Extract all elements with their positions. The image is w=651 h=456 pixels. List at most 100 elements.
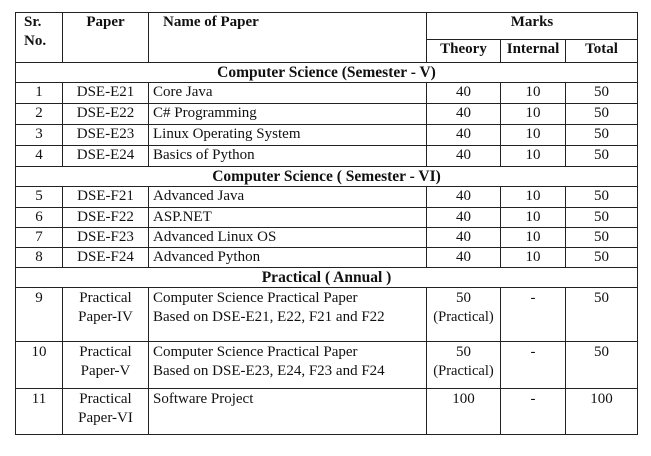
sr-no: 4 <box>15 145 63 167</box>
header-total: Total <box>564 39 639 63</box>
table-row: 10 Practical Paper-V Computer Science Pr… <box>15 341 639 389</box>
paper-code: Practical Paper-V <box>62 341 149 389</box>
paper-code: DSE-E21 <box>62 82 149 104</box>
total-marks: 50 <box>564 207 639 228</box>
total-marks: 50 <box>564 103 639 125</box>
paper-name: Advanced Linux OS <box>148 227 427 248</box>
total-marks: 100 <box>564 388 639 435</box>
sr-no: 9 <box>15 287 63 342</box>
internal-marks: - <box>500 341 566 389</box>
header-theory: Theory <box>426 39 501 63</box>
paper-code: Practical Paper-IV <box>62 287 149 342</box>
theory-marks-note: (Practical) <box>433 363 494 379</box>
sr-no: 10 <box>15 341 63 389</box>
sr-no: 2 <box>15 103 63 125</box>
header-internal: Internal <box>500 39 566 63</box>
header-row-1: Sr. No. Paper Name of Paper Marks <box>15 12 639 63</box>
total-marks: 50 <box>564 247 639 268</box>
paper-name: Basics of Python <box>148 145 427 167</box>
paper-name-line1: Computer Science Practical Paper <box>153 290 358 306</box>
total-marks: 50 <box>564 341 639 389</box>
table-row: 9 Practical Paper-IV Computer Science Pr… <box>15 287 639 342</box>
theory-marks: 40 <box>426 227 501 248</box>
syllabus-table-container: Sr. No. Paper Name of Paper Marks Theory… <box>14 12 639 435</box>
table-row: 8 DSE-F24 Advanced Python 40 10 50 <box>15 247 639 268</box>
internal-marks: - <box>500 388 566 435</box>
total-marks: 50 <box>564 227 639 248</box>
paper-code: Practical Paper-VI <box>62 388 149 435</box>
header-paper: Paper <box>62 12 149 63</box>
internal-marks: 10 <box>500 227 566 248</box>
section-header-row: Computer Science (Semester - V) <box>14 62 639 83</box>
paper-code-line1: Practical <box>79 290 132 306</box>
paper-code-line2: Paper-VI <box>78 410 133 426</box>
paper-code: DSE-F23 <box>62 227 149 248</box>
paper-name: Advanced Java <box>148 186 427 208</box>
total-marks: 50 <box>564 124 639 146</box>
internal-marks: 10 <box>500 186 566 208</box>
paper-code-line2: Paper-IV <box>78 309 133 325</box>
table-row: 7 DSE-F23 Advanced Linux OS 40 10 50 <box>15 227 639 248</box>
paper-code: DSE-E24 <box>62 145 149 167</box>
section-title-practical: Practical ( Annual ) <box>14 267 639 288</box>
paper-name: Linux Operating System <box>148 124 427 146</box>
paper-name-line1: Computer Science Practical Paper <box>153 344 358 360</box>
paper-code-line1: Practical <box>79 391 132 407</box>
paper-name: Software Project <box>148 388 427 435</box>
section-header-row: Practical ( Annual ) <box>14 267 639 288</box>
header-name-of-paper: Name of Paper <box>148 12 427 63</box>
theory-marks: 40 <box>426 82 501 104</box>
internal-marks: 10 <box>500 82 566 104</box>
total-marks: 50 <box>564 186 639 208</box>
paper-name: ASP.NET <box>148 207 427 228</box>
paper-code: DSE-E23 <box>62 124 149 146</box>
table-row: 1 DSE-E21 Core Java 40 10 50 <box>15 82 639 104</box>
theory-marks-value: 100 <box>452 391 475 407</box>
table-row: 3 DSE-E23 Linux Operating System 40 10 5… <box>15 124 639 146</box>
header-row-2: Theory Internal Total <box>16 39 639 63</box>
header-srno-line1: Sr. <box>24 14 42 30</box>
table-row: 6 DSE-F22 ASP.NET 40 10 50 <box>15 207 639 228</box>
theory-marks-value: 50 <box>456 290 471 306</box>
sr-no: 3 <box>15 124 63 146</box>
internal-marks: 10 <box>500 103 566 125</box>
theory-marks: 50 (Practical) <box>426 341 501 389</box>
theory-marks: 40 <box>426 103 501 125</box>
paper-name: Core Java <box>148 82 427 104</box>
table-row: 2 DSE-E22 C# Programming 40 10 50 <box>15 103 639 125</box>
internal-marks: 10 <box>500 124 566 146</box>
paper-name: C# Programming <box>148 103 427 125</box>
theory-marks: 40 <box>426 207 501 228</box>
internal-marks: 10 <box>500 145 566 167</box>
header-srno: Sr. No. <box>15 12 63 63</box>
paper-code: DSE-F21 <box>62 186 149 208</box>
syllabus-marks-table: Sr. No. Paper Name of Paper Marks Theory… <box>14 12 639 435</box>
theory-marks: 40 <box>426 124 501 146</box>
theory-marks: 50 (Practical) <box>426 287 501 342</box>
paper-name: Computer Science Practical Paper Based o… <box>148 341 427 389</box>
section-header-row: Computer Science ( Semester - VI) <box>14 166 639 187</box>
header-srno-line2: No. <box>24 33 47 49</box>
header-marks: Marks <box>425 12 639 40</box>
section-title-semester-vi: Computer Science ( Semester - VI) <box>14 166 639 187</box>
total-marks: 50 <box>564 287 639 342</box>
table-row: 11 Practical Paper-VI Software Project 1… <box>15 388 639 435</box>
internal-marks: 10 <box>500 207 566 228</box>
internal-marks: - <box>500 287 566 342</box>
sr-no: 1 <box>15 82 63 104</box>
internal-marks: 10 <box>500 247 566 268</box>
sr-no: 11 <box>15 388 63 435</box>
theory-marks: 40 <box>426 247 501 268</box>
theory-marks: 40 <box>426 186 501 208</box>
paper-name: Advanced Python <box>148 247 427 268</box>
paper-name: Computer Science Practical Paper Based o… <box>148 287 427 342</box>
sr-no: 7 <box>15 227 63 248</box>
paper-code: DSE-E22 <box>62 103 149 125</box>
paper-code: DSE-F24 <box>62 247 149 268</box>
theory-marks: 40 <box>426 145 501 167</box>
paper-code-line1: Practical <box>79 344 132 360</box>
sr-no: 5 <box>15 186 63 208</box>
paper-code-line2: Paper-V <box>80 363 131 379</box>
table-row: 5 DSE-F21 Advanced Java 40 10 50 <box>15 186 639 208</box>
sr-no: 6 <box>15 207 63 228</box>
